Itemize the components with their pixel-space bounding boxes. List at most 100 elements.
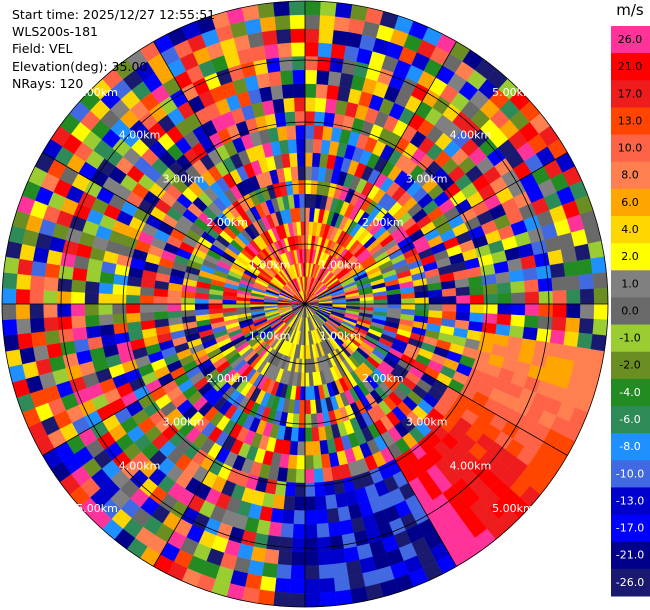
- velocity-gate: [29, 275, 45, 291]
- colorbar-tick-label: 0.0: [621, 304, 639, 317]
- colorbar-segment: [611, 487, 650, 516]
- velocity-gate: [46, 342, 63, 359]
- velocity-gate: [347, 18, 366, 35]
- velocity-gate: [84, 303, 99, 316]
- velocity-gate: [294, 482, 306, 497]
- scan-info: Start time: 2025/12/27 12:55:51 WLS200s-…: [12, 6, 215, 92]
- velocity-gate: [428, 296, 443, 305]
- velocity-gate: [296, 152, 306, 167]
- azimuth-line: [42, 303, 306, 456]
- colorbar-tick-label: -8.0: [619, 440, 640, 453]
- velocity-gate: [560, 246, 578, 264]
- velocity-gate: [481, 273, 497, 286]
- velocity-gate: [295, 468, 306, 484]
- velocity-gate: [317, 56, 332, 72]
- velocity-gate: [208, 303, 223, 310]
- velocity-gate: [29, 289, 44, 305]
- velocity-gate: [287, 454, 298, 470]
- colorbar-tick-label: -4.0: [619, 386, 640, 399]
- velocity-gate: [332, 29, 349, 46]
- range-label: 4.00km: [450, 459, 492, 472]
- velocity-gate: [126, 312, 141, 323]
- velocity-gate: [317, 42, 333, 58]
- velocity-gate: [428, 289, 443, 298]
- velocity-gate: [523, 279, 539, 293]
- velocity-gate: [592, 272, 608, 290]
- velocity-gate: [112, 293, 127, 305]
- velocity-gate: [401, 303, 416, 310]
- velocity-gate: [482, 283, 498, 295]
- velocity-gate: [319, 15, 336, 31]
- velocity-gate: [180, 303, 196, 311]
- velocity-gate: [312, 454, 323, 470]
- velocity-gate: [281, 83, 295, 99]
- velocity-gate: [286, 125, 297, 140]
- range-label: 5.00km: [492, 86, 534, 99]
- velocity-gate: [300, 221, 306, 236]
- velocity-gate: [483, 293, 498, 305]
- velocity-gate: [263, 548, 280, 565]
- colorbar-tick-label: -26.0: [616, 576, 644, 589]
- velocity-gate: [112, 303, 127, 315]
- colorbar-unit: m/s: [616, 1, 644, 19]
- colorbar-ticks: 26.0 21.0 17.0 13.0 10.0 8.0 6.0 4.0 2.0 1.0 0.0 -1…: [616, 33, 644, 610]
- velocity-gate: [327, 521, 342, 538]
- velocity-gate: [3, 256, 20, 274]
- velocity-gate: [153, 295, 168, 305]
- velocity-gate: [345, 559, 363, 577]
- velocity-gate: [332, 562, 349, 579]
- start-time: Start time: 2025/12/27 12:55:51: [12, 7, 216, 22]
- velocity-gate: [291, 55, 306, 71]
- velocity-gate: [304, 400, 311, 415]
- velocity-gate: [304, 28, 320, 43]
- velocity-gate: [482, 313, 498, 325]
- velocity-gate: [304, 551, 319, 566]
- velocity-gate: [317, 536, 332, 552]
- velocity-gate: [455, 286, 471, 297]
- velocity-gate: [266, 57, 281, 73]
- velocity-gate: [273, 1, 291, 17]
- velocity-gate: [244, 18, 263, 35]
- velocity-gate: [316, 522, 330, 538]
- velocity-gate: [549, 262, 566, 279]
- velocity-gate: [291, 180, 300, 195]
- velocity-gate: [98, 293, 113, 305]
- velocity-gate: [592, 318, 608, 336]
- velocity-gate: [274, 577, 291, 593]
- velocity-gate: [71, 267, 88, 282]
- velocity-gate: [304, 427, 313, 442]
- colorbar-segment: [611, 270, 650, 298]
- velocity-gate: [552, 303, 567, 318]
- velocity-gate: [304, 455, 314, 470]
- velocity-gate: [284, 111, 296, 127]
- velocity-gate: [3, 334, 20, 352]
- instrument-name: WLS200s-181: [12, 24, 98, 40]
- velocity-gate: [304, 193, 311, 208]
- velocity-gate: [2, 318, 18, 336]
- velocity-gate: [56, 303, 72, 318]
- velocity-gate: [311, 427, 320, 442]
- colorbar-tick-label: -30.0: [616, 603, 644, 610]
- range-label: 1.00km: [249, 329, 291, 342]
- velocity-gate: [263, 43, 280, 60]
- velocity-gate: [536, 265, 552, 280]
- velocity-gate: [30, 331, 47, 348]
- velocity-gate: [312, 138, 323, 154]
- velocity-gate: [32, 344, 50, 362]
- velocity-gate: [278, 56, 293, 72]
- velocity-gate: [317, 550, 333, 566]
- velocity-gate: [547, 249, 564, 266]
- velocity-gate: [112, 313, 128, 325]
- velocity-gate: [70, 303, 86, 317]
- velocity-gate: [30, 260, 47, 277]
- colorbar-tick-label: 4.0: [621, 223, 639, 236]
- velocity-gate: [44, 262, 61, 279]
- velocity-gate: [522, 267, 539, 282]
- velocity-gate: [299, 207, 306, 222]
- velocity-gate: [314, 111, 326, 127]
- velocity-gate: [296, 138, 306, 153]
- velocity-gate: [304, 482, 316, 497]
- velocity-gate: [2, 272, 18, 290]
- azimuth-line: [153, 303, 306, 567]
- velocity-gate: [253, 58, 269, 76]
